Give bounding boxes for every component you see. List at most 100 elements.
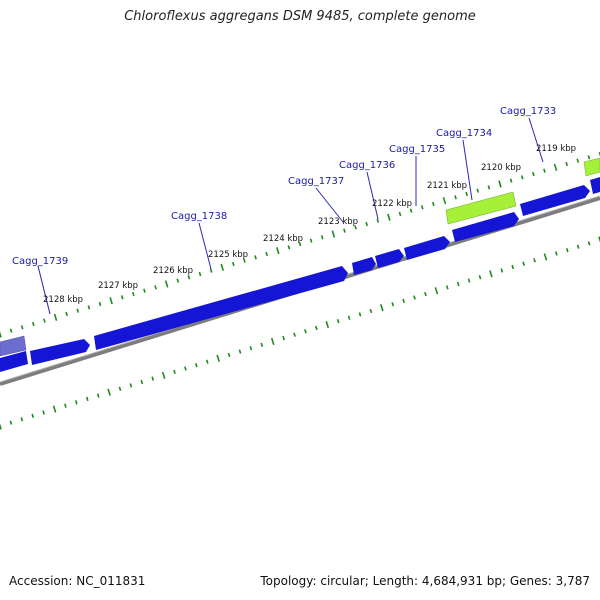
upper-tick-mark [476, 188, 480, 193]
lower-tick-mark [522, 261, 525, 266]
gene-arrow[interactable] [94, 266, 348, 350]
upper-tick-mark [354, 225, 357, 230]
upper-tick-mark [9, 328, 13, 333]
lower-tick-mark [380, 304, 384, 312]
upper-tick-mark [398, 211, 402, 217]
upper-tick-mark [76, 308, 80, 313]
lower-tick-mark [500, 268, 504, 273]
lower-tick-mark [511, 264, 515, 270]
lower-tick-mark [369, 308, 373, 314]
lower-tick-mark [75, 400, 78, 405]
upper-tick-mark [65, 311, 69, 317]
kbp-position-label: 2122 kbp [372, 199, 412, 209]
lower-tick-mark [129, 383, 133, 388]
upper-tick-mark [209, 268, 213, 273]
gene-label-cagg_1733[interactable]: Cagg_1733 [500, 106, 556, 117]
gene-label-cagg_1736[interactable]: Cagg_1736 [339, 160, 395, 171]
lower-tick-mark [445, 285, 449, 290]
upper-tick-mark [531, 171, 535, 177]
lower-tick-mark [456, 281, 460, 287]
gene-arrow[interactable] [0, 351, 28, 372]
upper-tick-mark [309, 238, 313, 243]
upper-tick-mark [131, 291, 135, 297]
gene-label-leader [198, 222, 212, 270]
upper-tick-mark [387, 213, 391, 221]
kbp-position-label: 2128 kbp [43, 295, 83, 305]
lower-tick-mark [304, 329, 307, 334]
gene-arrow[interactable] [375, 249, 404, 268]
upper-tick-mark [409, 208, 413, 213]
lower-tick-mark [107, 388, 111, 396]
lower-tick-mark [173, 369, 176, 375]
upper-tick-mark [565, 161, 569, 167]
gene-label-cagg_1737[interactable]: Cagg_1737 [288, 176, 344, 187]
upper-tick-mark [53, 313, 58, 321]
lower-tick-mark [424, 291, 427, 297]
kbp-position-label: 2120 kbp [481, 163, 521, 173]
upper-tick-mark [442, 197, 447, 205]
genome-title: Chloroflexus aggregans DSM 9485, complet… [124, 9, 476, 24]
lower-tick-mark [391, 302, 395, 307]
upper-tick-mark [509, 178, 513, 183]
upper-tick-mark [420, 205, 424, 210]
gene-arrow[interactable] [590, 177, 600, 194]
upper-tick-mark [431, 201, 435, 207]
lower-tick-mark [64, 403, 67, 408]
gene-feature-purple[interactable] [0, 335, 27, 357]
upper-tick-mark [198, 271, 202, 277]
upper-tick-mark [553, 163, 558, 171]
lower-tick-mark [543, 253, 548, 261]
lower-tick-mark [282, 335, 285, 341]
gene-feature-green[interactable] [445, 191, 517, 225]
upper-tick-mark [154, 285, 157, 290]
gene-arrow[interactable] [30, 339, 90, 365]
gene-arrow[interactable] [452, 212, 519, 242]
gene-label-cagg_1738[interactable]: Cagg_1738 [171, 211, 227, 222]
lower-tick-mark [42, 410, 45, 415]
lower-tick-mark [227, 352, 231, 358]
lower-tick-mark [576, 244, 580, 249]
lower-tick-mark [85, 396, 89, 402]
gene-label-cagg_1735[interactable]: Cagg_1735 [389, 144, 445, 155]
lower-tick-mark [161, 371, 166, 379]
gene-label-cagg_1734[interactable]: Cagg_1734 [436, 128, 492, 139]
upper-tick-mark [331, 230, 336, 238]
upper-tick-mark [276, 247, 280, 255]
upper-tick-mark [187, 275, 191, 280]
lower-tick-mark [336, 319, 340, 324]
upper-tick-mark [576, 158, 580, 163]
gene-feature-green[interactable] [583, 157, 600, 177]
upper-tick-mark [220, 263, 224, 271]
tick-marks [0, 151, 600, 430]
lower-tick-mark [9, 420, 13, 425]
lower-tick-mark [270, 337, 275, 346]
lower-tick-mark [402, 298, 405, 304]
upper-tick-mark [343, 228, 346, 233]
lower-tick-mark [315, 325, 318, 331]
upper-tick-mark [365, 221, 369, 227]
upper-tick-mark [265, 251, 269, 257]
lower-tick-mark [20, 417, 24, 422]
gene-track [0, 157, 600, 372]
kbp-position-label: 2127 kbp [98, 281, 138, 291]
lower-tick-mark [216, 354, 220, 362]
gene-label-leader [366, 171, 379, 220]
gene-arrow[interactable] [404, 236, 450, 260]
upper-tick-mark [243, 258, 246, 263]
kbp-position-label: 2121 kbp [427, 181, 467, 191]
lower-tick-mark [533, 258, 536, 263]
lower-tick-mark [140, 379, 144, 385]
kbp-position-label: 2126 kbp [153, 266, 193, 276]
gene-arrow[interactable] [352, 257, 376, 275]
lower-tick-mark [325, 320, 330, 329]
upper-tick-mark [487, 185, 491, 190]
labels-layer: Cagg_1739 Cagg_1738 Cagg_1737 Cagg_1736 Cagg… [12, 106, 576, 315]
gene-arrow[interactable] [520, 185, 590, 216]
upper-tick-mark [320, 235, 324, 240]
gene-label-cagg_1739[interactable]: Cagg_1739 [12, 256, 68, 267]
lower-tick-mark [598, 236, 600, 243]
upper-tick-mark [87, 305, 91, 310]
lower-tick-mark [205, 359, 209, 364]
lower-tick-mark [555, 251, 558, 256]
